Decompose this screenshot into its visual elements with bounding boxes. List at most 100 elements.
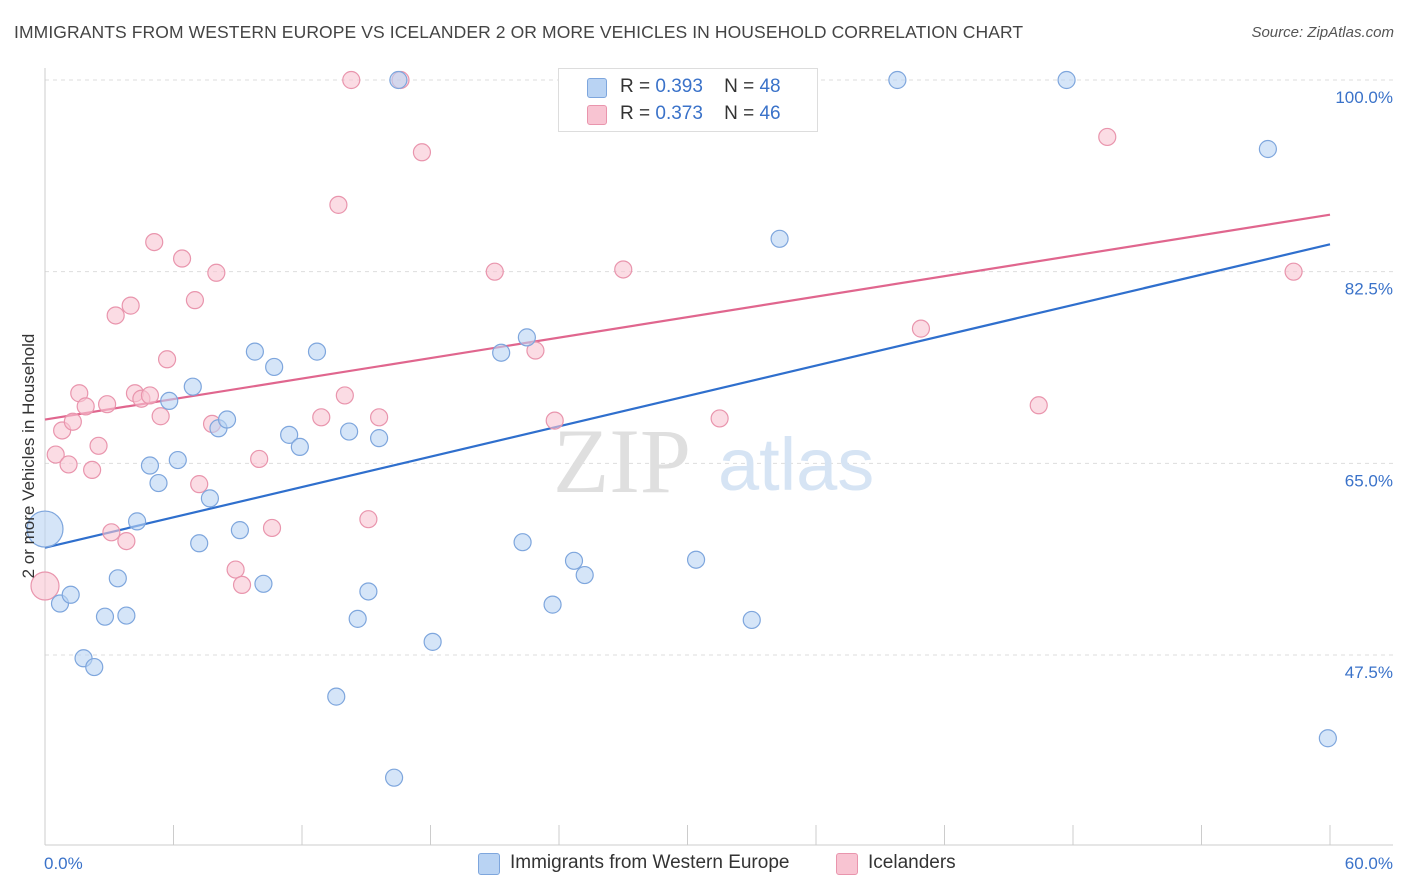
legend-r-value: 0.393 <box>655 76 703 97</box>
point-western-europe <box>575 565 594 585</box>
point-icelanders <box>63 412 82 431</box>
point-icelanders <box>172 249 192 268</box>
point-icelanders <box>117 531 136 551</box>
point-western-europe <box>348 609 367 628</box>
gridlines <box>45 79 1393 656</box>
point-western-europe <box>742 610 761 630</box>
point-western-europe <box>384 768 404 787</box>
point-western-europe <box>513 533 532 552</box>
point-icelanders <box>232 575 252 595</box>
point-western-europe <box>492 343 511 362</box>
point-icelanders <box>190 475 209 494</box>
point-icelanders <box>250 449 269 469</box>
point-western-europe <box>85 657 104 677</box>
point-western-europe <box>160 391 179 411</box>
point-icelanders <box>83 460 102 480</box>
legend-swatch-pink <box>587 105 607 125</box>
point-icelanders <box>121 296 140 315</box>
point-western-europe <box>183 377 202 396</box>
point-icelanders <box>1029 396 1048 415</box>
point-western-europe <box>108 569 127 588</box>
point-icelanders <box>262 518 282 538</box>
watermark-zip: ZIP <box>553 410 691 512</box>
legend-r-label: R = <box>620 76 651 97</box>
point-icelanders <box>911 319 931 338</box>
legend-r-label: R = <box>620 103 651 124</box>
point-icelanders <box>30 571 60 601</box>
point-western-europe <box>265 357 284 377</box>
legend-n-value: 48 <box>759 76 781 97</box>
point-icelanders <box>1284 262 1303 281</box>
point-western-europe <box>200 489 220 508</box>
point-icelanders <box>485 262 504 281</box>
tick-labels: 47.5% 65.0% 82.5% 100.0% 0.0% 60.0% <box>44 88 1393 873</box>
x-tick-label-max: 60.0% <box>1345 854 1393 873</box>
source-label: Source: ZipAtlas.com <box>1251 24 1394 41</box>
point-icelanders <box>335 386 354 405</box>
point-western-europe <box>1318 729 1337 748</box>
point-western-europe <box>127 512 147 531</box>
bottom-legend-label: Icelanders <box>868 852 956 873</box>
point-western-europe <box>95 607 115 626</box>
point-western-europe <box>245 342 264 361</box>
y-tick-label: 65.0% <box>1345 471 1393 490</box>
point-western-europe <box>254 574 273 593</box>
point-icelanders <box>710 409 729 428</box>
point-icelanders <box>329 195 348 214</box>
point-icelanders <box>145 232 164 252</box>
point-icelanders <box>226 560 245 579</box>
y-tick-label: 47.5% <box>1345 663 1393 682</box>
point-western-europe <box>1057 70 1076 90</box>
point-western-europe <box>327 687 346 706</box>
legend-n-value: 46 <box>759 103 781 124</box>
point-western-europe <box>770 229 789 248</box>
trend-line-icelanders <box>44 213 1331 421</box>
point-icelanders <box>185 291 205 310</box>
point-icelanders <box>370 408 389 427</box>
point-western-europe <box>26 510 64 548</box>
bottom-legend-swatch-pink <box>836 853 858 875</box>
point-western-europe <box>280 425 299 444</box>
point-western-europe <box>423 632 442 651</box>
point-icelanders <box>545 411 564 430</box>
point-western-europe <box>686 550 706 569</box>
point-western-europe <box>1258 139 1277 159</box>
x-tick-label-min: 0.0% <box>44 854 83 873</box>
watermark-atlas: atlas <box>718 423 874 506</box>
trend-line-western-europe <box>44 243 1331 549</box>
bottom-legend-label: Immigrants from Western Europe <box>510 852 790 873</box>
point-icelanders <box>59 455 78 474</box>
legend-n-label: N = <box>724 76 755 97</box>
bottom-legend-swatch-blue <box>478 853 500 875</box>
axes <box>44 68 1393 846</box>
point-western-europe <box>217 410 237 429</box>
point-western-europe <box>340 422 359 441</box>
point-icelanders <box>312 408 331 427</box>
point-icelanders <box>342 70 361 90</box>
point-western-europe <box>230 521 249 540</box>
point-icelanders <box>614 260 633 279</box>
point-icelanders <box>89 436 108 455</box>
legend-swatch-blue <box>587 78 607 98</box>
legend-r-value: 0.373 <box>655 103 703 124</box>
y-tick-label: 100.0% <box>1335 88 1393 107</box>
point-icelanders <box>98 395 117 414</box>
point-western-europe <box>117 606 136 625</box>
point-western-europe <box>61 585 80 604</box>
point-western-europe <box>190 534 209 553</box>
point-icelanders <box>359 510 378 529</box>
point-icelanders <box>412 143 432 162</box>
point-western-europe <box>359 582 378 601</box>
point-western-europe <box>543 595 562 614</box>
point-western-europe <box>307 342 327 361</box>
point-western-europe <box>370 429 389 448</box>
y-tick-label: 82.5% <box>1345 280 1393 299</box>
point-western-europe <box>389 70 408 90</box>
legend: R = 0.393 N = 48 R = 0.373 N = 46 <box>558 68 818 132</box>
point-icelanders <box>157 350 177 369</box>
point-western-europe <box>888 70 907 90</box>
point-western-europe <box>517 328 536 347</box>
point-icelanders <box>76 397 95 416</box>
legend-n-label: N = <box>724 103 755 124</box>
